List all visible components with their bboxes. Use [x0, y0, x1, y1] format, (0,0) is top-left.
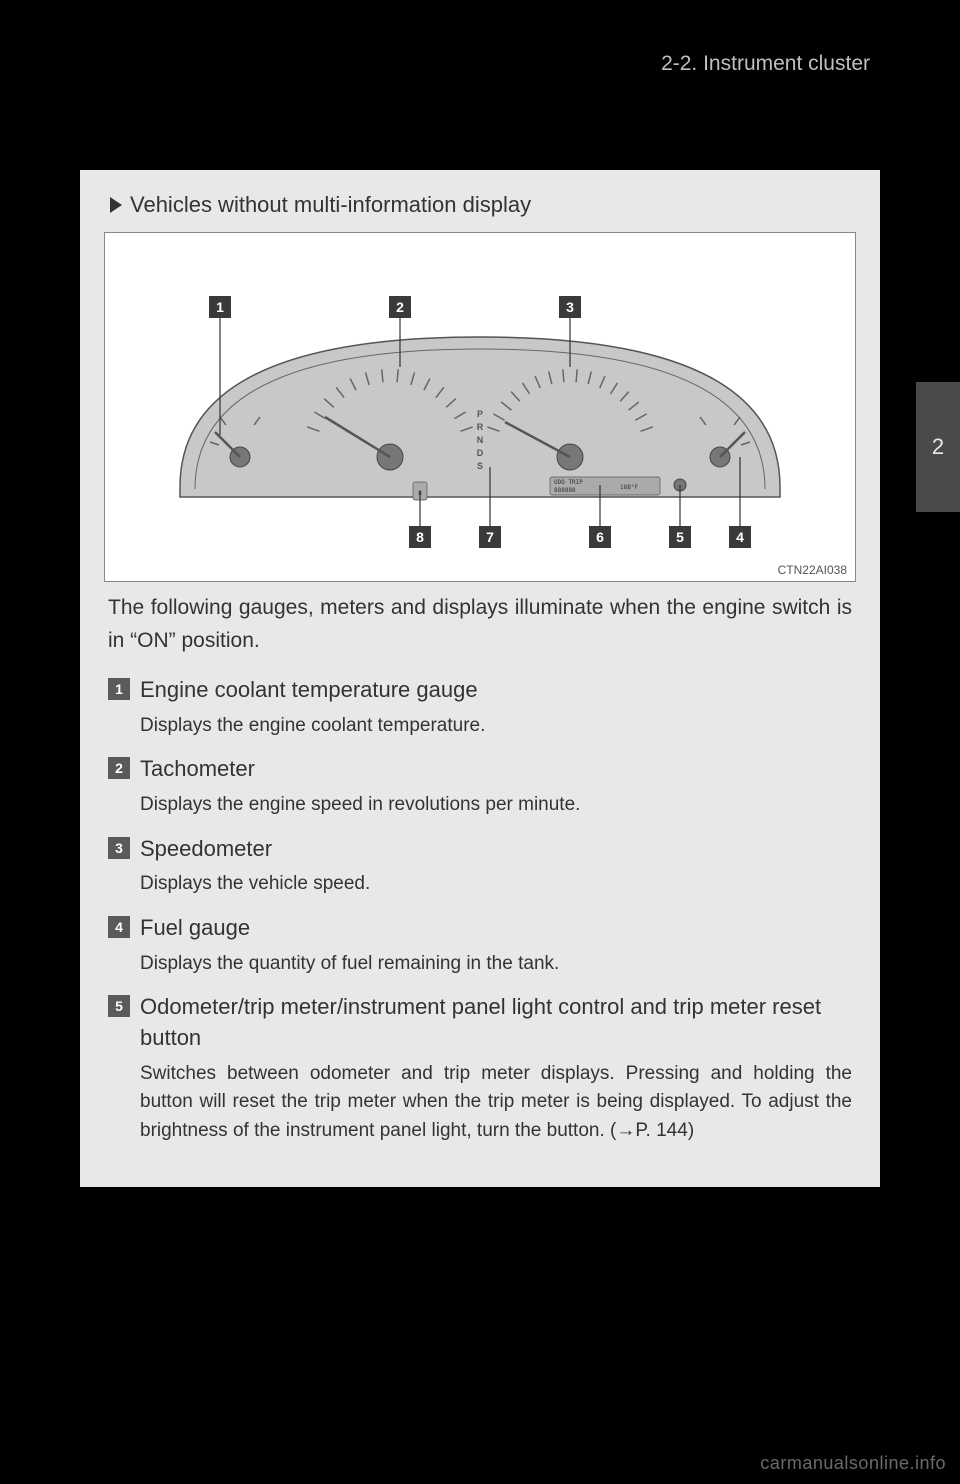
svg-text:5: 5 — [676, 529, 684, 545]
svg-text:3: 3 — [566, 299, 574, 315]
item-description: Displays the quantity of fuel remaining … — [140, 950, 852, 979]
content-panel: Vehicles without multi-information displ… — [80, 170, 880, 1187]
item-number-box: 4 — [108, 916, 130, 938]
svg-text:888888: 888888 — [554, 487, 576, 494]
item-number-box: 5 — [108, 995, 130, 1017]
subheading-text: Vehicles without multi-information displ… — [130, 192, 531, 218]
svg-text:8: 8 — [416, 529, 424, 545]
item-title: Tachometer — [140, 754, 255, 785]
page-header-section: 2-2. Instrument cluster — [661, 52, 870, 76]
svg-text:D: D — [477, 448, 484, 458]
numbered-item: 3 Speedometer Displays the vehicle speed. — [108, 834, 852, 899]
svg-text:188°F: 188°F — [620, 484, 638, 491]
svg-text:4: 4 — [736, 529, 744, 545]
numbered-item: 1 Engine coolant temperature gauge Display… — [108, 675, 852, 740]
triangle-icon — [110, 197, 122, 213]
item-number-box: 1 — [108, 678, 130, 700]
instrument-cluster-diagram: PRNDS 8 ODO TRIP 888888 188°F 12387654 — [120, 257, 840, 567]
chapter-tab: 2 — [916, 382, 960, 512]
svg-text:ODO TRIP: ODO TRIP — [554, 479, 583, 486]
numbered-item: 4 Fuel gauge Displays the quantity of fuel… — [108, 913, 852, 978]
item-title: Odometer/trip meter/instrument panel lig… — [140, 992, 852, 1054]
svg-text:N: N — [477, 435, 484, 445]
item-description: Displays the engine coolant temperature. — [140, 712, 852, 741]
svg-text:2: 2 — [396, 299, 404, 315]
item-title: Fuel gauge — [140, 913, 250, 944]
svg-text:R: R — [477, 422, 484, 432]
svg-text:6: 6 — [596, 529, 604, 545]
figure-frame: PRNDS 8 ODO TRIP 888888 188°F 12387654 C… — [104, 232, 856, 582]
numbered-item: 5 Odometer/trip meter/instrument panel li… — [108, 992, 852, 1145]
item-title: Speedometer — [140, 834, 272, 865]
intro-paragraph: The following gauges, meters and display… — [108, 592, 852, 657]
watermark: carmanualsonline.info — [760, 1453, 946, 1474]
item-description: Displays the engine speed in revolutions… — [140, 791, 852, 820]
item-description: Displays the vehicle speed. — [140, 870, 852, 899]
item-number-box: 2 — [108, 757, 130, 779]
svg-text:P: P — [477, 409, 483, 419]
svg-text:7: 7 — [486, 529, 494, 545]
item-description: Switches between odometer and trip meter… — [140, 1060, 852, 1146]
numbered-item: 2 Tachometer Displays the engine speed in … — [108, 754, 852, 819]
figure-code: CTN22AI038 — [778, 563, 847, 577]
item-number-box: 3 — [108, 837, 130, 859]
subheading-row: Vehicles without multi-information displ… — [110, 192, 856, 218]
item-title: Engine coolant temperature gauge — [140, 675, 478, 706]
gear-indicator: PRNDS — [477, 409, 484, 471]
svg-text:1: 1 — [216, 299, 224, 315]
odometer-display: ODO TRIP 888888 188°F — [550, 477, 660, 495]
svg-text:S: S — [477, 461, 483, 471]
